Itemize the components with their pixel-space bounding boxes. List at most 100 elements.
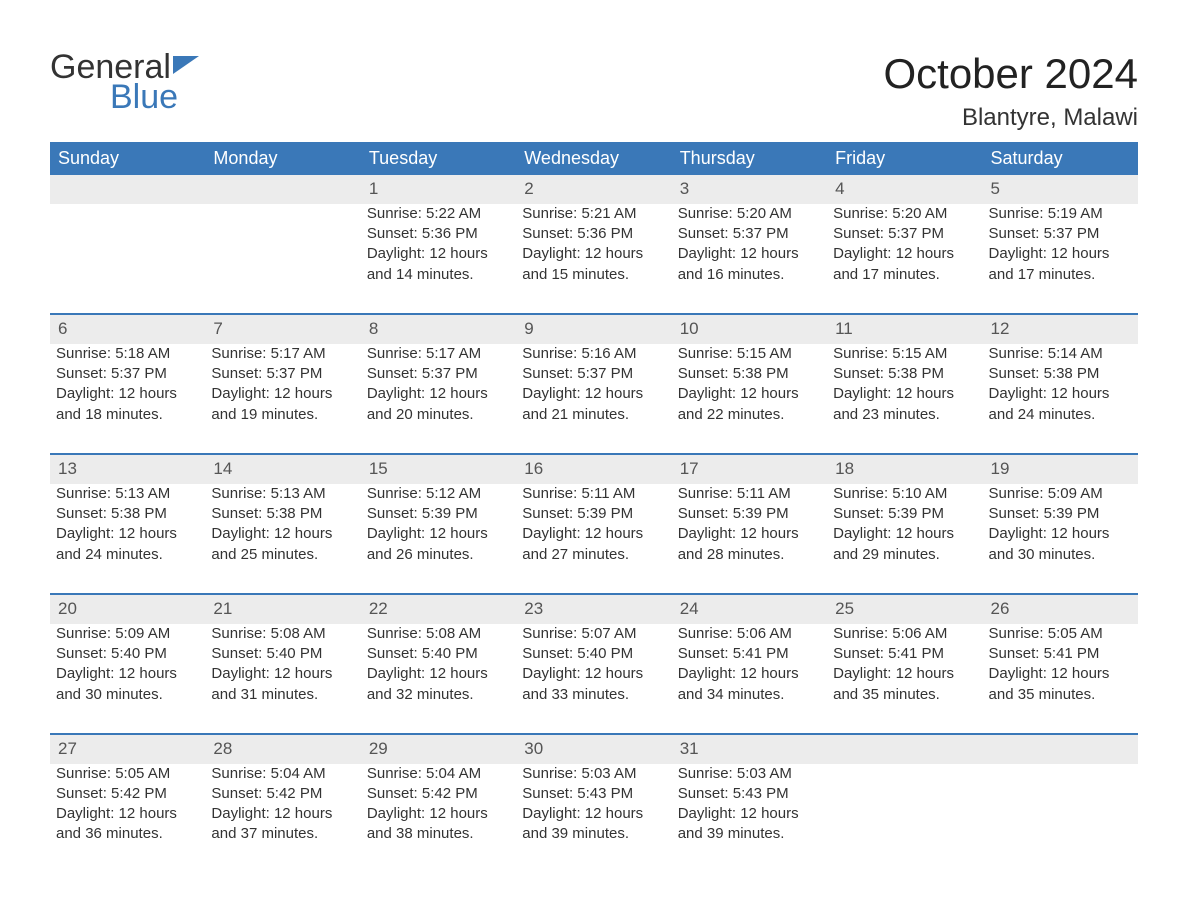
daylight-text-2: and 20 minutes. [367,405,510,425]
day-number-cell: 18 [827,454,982,484]
sunset-text: Sunset: 5:37 PM [367,364,510,384]
day-number-cell: 25 [827,594,982,624]
day-number-cell: 7 [205,314,360,344]
sunset-text: Sunset: 5:39 PM [989,504,1132,524]
day-detail-cell: Sunrise: 5:09 AMSunset: 5:39 PMDaylight:… [983,484,1138,594]
daylight-text-2: and 17 minutes. [989,265,1132,285]
sunset-text: Sunset: 5:39 PM [833,504,976,524]
daylight-text-1: Daylight: 12 hours [211,384,354,404]
day-number-cell [205,175,360,204]
day-number-cell [983,734,1138,764]
brand-line2: Blue [110,80,199,114]
day-detail-cell: Sunrise: 5:11 AMSunset: 5:39 PMDaylight:… [516,484,671,594]
day-detail-cell: Sunrise: 5:03 AMSunset: 5:43 PMDaylight:… [516,764,671,873]
daylight-text-1: Daylight: 12 hours [678,664,821,684]
sunrise-text: Sunrise: 5:11 AM [678,484,821,504]
sunrise-text: Sunrise: 5:17 AM [367,344,510,364]
sunset-text: Sunset: 5:38 PM [56,504,199,524]
daylight-text-2: and 34 minutes. [678,685,821,705]
daylight-text-1: Daylight: 12 hours [833,524,976,544]
sunrise-text: Sunrise: 5:15 AM [833,344,976,364]
daylight-text-1: Daylight: 12 hours [56,524,199,544]
sunrise-text: Sunrise: 5:20 AM [833,204,976,224]
day-detail-cell: Sunrise: 5:20 AMSunset: 5:37 PMDaylight:… [672,204,827,314]
day-detail-cell [983,764,1138,873]
daylight-text-2: and 15 minutes. [522,265,665,285]
sunset-text: Sunset: 5:42 PM [367,784,510,804]
sunrise-text: Sunrise: 5:03 AM [678,764,821,784]
sunset-text: Sunset: 5:40 PM [367,644,510,664]
sunrise-text: Sunrise: 5:22 AM [367,204,510,224]
detail-row: Sunrise: 5:05 AMSunset: 5:42 PMDaylight:… [50,764,1138,873]
daylight-text-2: and 37 minutes. [211,824,354,844]
sunrise-text: Sunrise: 5:14 AM [989,344,1132,364]
day-detail-cell: Sunrise: 5:15 AMSunset: 5:38 PMDaylight:… [672,344,827,454]
day-detail-cell: Sunrise: 5:15 AMSunset: 5:38 PMDaylight:… [827,344,982,454]
daylight-text-2: and 36 minutes. [56,824,199,844]
sunset-text: Sunset: 5:37 PM [678,224,821,244]
day-number-cell: 12 [983,314,1138,344]
month-title: October 2024 [883,50,1138,98]
day-detail-cell [827,764,982,873]
day-number-cell: 31 [672,734,827,764]
sunset-text: Sunset: 5:39 PM [678,504,821,524]
sunset-text: Sunset: 5:37 PM [522,364,665,384]
sunset-text: Sunset: 5:41 PM [678,644,821,664]
sunrise-text: Sunrise: 5:09 AM [56,624,199,644]
sunrise-text: Sunrise: 5:07 AM [522,624,665,644]
sunset-text: Sunset: 5:38 PM [833,364,976,384]
day-detail-cell: Sunrise: 5:08 AMSunset: 5:40 PMDaylight:… [205,624,360,734]
daynum-row: 2728293031 [50,734,1138,764]
daylight-text-1: Daylight: 12 hours [367,664,510,684]
daylight-text-2: and 27 minutes. [522,545,665,565]
daylight-text-1: Daylight: 12 hours [678,384,821,404]
day-detail-cell: Sunrise: 5:03 AMSunset: 5:43 PMDaylight:… [672,764,827,873]
sunset-text: Sunset: 5:37 PM [211,364,354,384]
day-number-cell: 11 [827,314,982,344]
col-sunday: Sunday [50,142,205,175]
day-number-cell: 27 [50,734,205,764]
daylight-text-1: Daylight: 12 hours [833,244,976,264]
sunrise-text: Sunrise: 5:12 AM [367,484,510,504]
daylight-text-2: and 31 minutes. [211,685,354,705]
daylight-text-1: Daylight: 12 hours [367,244,510,264]
daylight-text-2: and 26 minutes. [367,545,510,565]
calendar-body: 12345Sunrise: 5:22 AMSunset: 5:36 PMDayl… [50,175,1138,873]
daylight-text-1: Daylight: 12 hours [678,244,821,264]
sunrise-text: Sunrise: 5:09 AM [989,484,1132,504]
day-number-cell: 15 [361,454,516,484]
daylight-text-1: Daylight: 12 hours [989,384,1132,404]
sunrise-text: Sunrise: 5:06 AM [678,624,821,644]
daylight-text-1: Daylight: 12 hours [833,664,976,684]
sunset-text: Sunset: 5:36 PM [367,224,510,244]
day-detail-cell: Sunrise: 5:09 AMSunset: 5:40 PMDaylight:… [50,624,205,734]
col-friday: Friday [827,142,982,175]
detail-row: Sunrise: 5:13 AMSunset: 5:38 PMDaylight:… [50,484,1138,594]
col-saturday: Saturday [983,142,1138,175]
col-thursday: Thursday [672,142,827,175]
day-detail-cell: Sunrise: 5:16 AMSunset: 5:37 PMDaylight:… [516,344,671,454]
daylight-text-2: and 19 minutes. [211,405,354,425]
sunrise-text: Sunrise: 5:08 AM [367,624,510,644]
title-block: October 2024 Blantyre, Malawi [883,50,1138,132]
day-detail-cell [205,204,360,314]
day-number-cell: 13 [50,454,205,484]
sunrise-text: Sunrise: 5:21 AM [522,204,665,224]
daylight-text-1: Daylight: 12 hours [522,524,665,544]
daylight-text-2: and 23 minutes. [833,405,976,425]
sunrise-text: Sunrise: 5:17 AM [211,344,354,364]
day-number-cell [50,175,205,204]
sunset-text: Sunset: 5:42 PM [56,784,199,804]
day-detail-cell: Sunrise: 5:07 AMSunset: 5:40 PMDaylight:… [516,624,671,734]
day-number-cell: 16 [516,454,671,484]
sunset-text: Sunset: 5:43 PM [678,784,821,804]
sunrise-text: Sunrise: 5:20 AM [678,204,821,224]
sunset-text: Sunset: 5:38 PM [989,364,1132,384]
daylight-text-2: and 35 minutes. [989,685,1132,705]
sunrise-text: Sunrise: 5:19 AM [989,204,1132,224]
daylight-text-1: Daylight: 12 hours [211,804,354,824]
daylight-text-1: Daylight: 12 hours [211,664,354,684]
day-detail-cell [50,204,205,314]
detail-row: Sunrise: 5:09 AMSunset: 5:40 PMDaylight:… [50,624,1138,734]
daylight-text-1: Daylight: 12 hours [522,244,665,264]
